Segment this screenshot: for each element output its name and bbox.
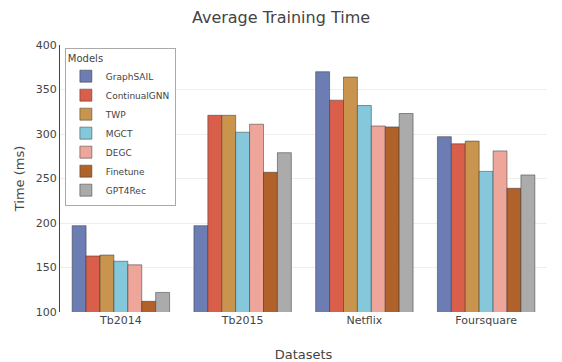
svg-text:Finetune: Finetune bbox=[106, 167, 145, 177]
svg-text:Netflix: Netflix bbox=[346, 314, 382, 327]
svg-text:400: 400 bbox=[36, 39, 57, 52]
svg-text:200: 200 bbox=[36, 217, 57, 230]
svg-text:GraphSAIL: GraphSAIL bbox=[106, 72, 153, 82]
svg-text:Models: Models bbox=[68, 53, 103, 64]
svg-text:300: 300 bbox=[36, 128, 57, 141]
svg-text:Tb2014: Tb2014 bbox=[99, 314, 142, 327]
svg-text:TWP: TWP bbox=[105, 110, 126, 120]
svg-text:GPT4Rec: GPT4Rec bbox=[106, 186, 146, 196]
svg-text:Time (ms): Time (ms) bbox=[12, 146, 27, 213]
svg-text:150: 150 bbox=[36, 261, 57, 274]
svg-text:ContinualGNN: ContinualGNN bbox=[106, 91, 169, 101]
svg-text:DEGC: DEGC bbox=[106, 148, 132, 158]
svg-text:Average Training Time: Average Training Time bbox=[192, 8, 370, 27]
svg-text:100: 100 bbox=[36, 306, 57, 319]
svg-text:350: 350 bbox=[36, 83, 57, 96]
svg-text:Tb2015: Tb2015 bbox=[221, 314, 264, 327]
svg-text:250: 250 bbox=[36, 172, 57, 185]
svg-text:Datasets: Datasets bbox=[275, 347, 333, 362]
svg-text:MGCT: MGCT bbox=[106, 129, 133, 139]
svg-text:Foursquare: Foursquare bbox=[455, 314, 517, 327]
